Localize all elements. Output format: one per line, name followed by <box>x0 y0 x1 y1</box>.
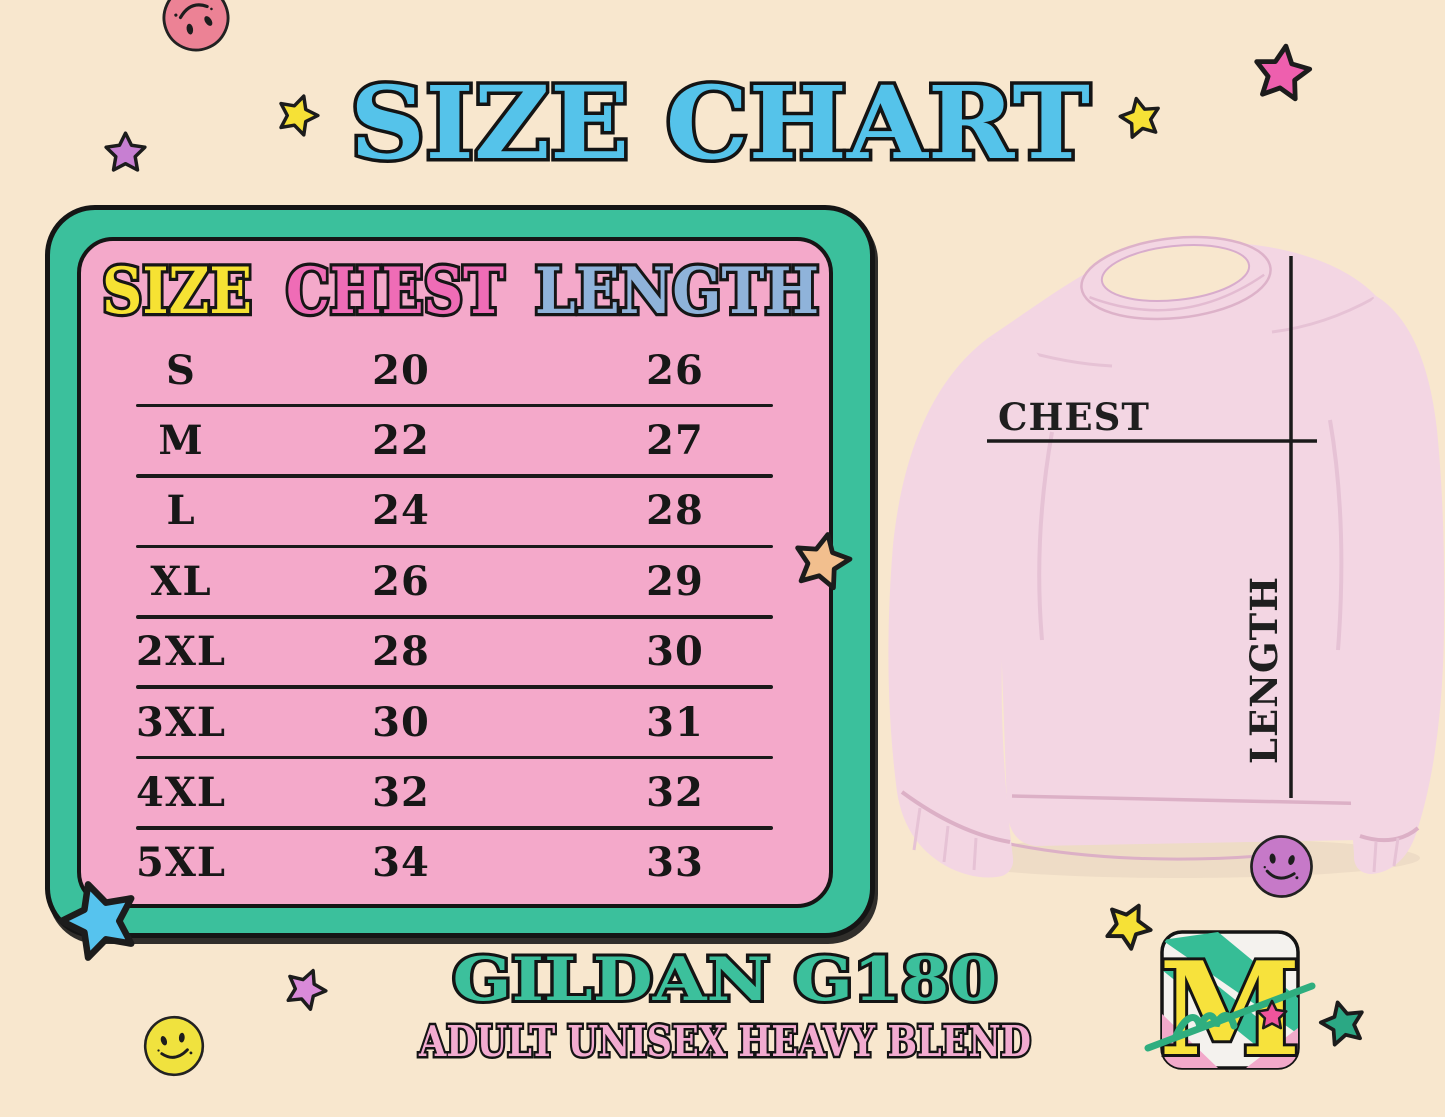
col-header-chest: CHEST <box>286 254 504 329</box>
table-row: S 20 26 <box>81 335 829 408</box>
size-cell: S <box>166 346 196 394</box>
length-cell: 32 <box>646 768 704 816</box>
table-row: 4XL 32 32 <box>81 757 829 831</box>
length-cell: 29 <box>646 557 704 605</box>
star-teal-icon <box>1307 988 1380 1061</box>
neck-ribbing <box>1080 235 1272 321</box>
table-row: 5XL 34 33 <box>81 828 829 898</box>
right-shoulder-seam <box>1271 296 1375 334</box>
chest-cell: 22 <box>372 417 430 465</box>
size-table-body: S 20 26 M 22 27 L 24 28 XL 26 29 2XL 28 … <box>81 335 829 898</box>
page-title: SIZE CHART <box>350 64 1090 182</box>
table-outer-frame: SIZE CHEST LENGTH S 20 26 M 22 27 L 24 2… <box>45 205 875 938</box>
size-cell: 5XL <box>136 839 226 887</box>
length-cell: 30 <box>646 628 704 676</box>
chest-measure-label: CHEST <box>998 395 1150 439</box>
hem-line <box>1011 794 1385 806</box>
length-cell: 27 <box>646 417 704 465</box>
star-peach-icon <box>777 517 867 607</box>
smiley-red-icon <box>145 0 248 69</box>
left-crease <box>1037 431 1054 641</box>
product-subtitle: ADULT UNISEX HEAVY BLEND <box>418 1017 1031 1066</box>
table-row: 3XL 30 31 <box>81 687 829 760</box>
col-header-size: SIZE <box>102 254 252 329</box>
star-orchid-icon <box>270 954 342 1026</box>
size-cell: 3XL <box>136 698 226 746</box>
right-crease <box>1328 419 1344 651</box>
length-measure-label: LENGTH <box>1242 576 1286 764</box>
smiley-purple-icon <box>1239 824 1324 909</box>
chest-cell: 34 <box>372 839 430 887</box>
sweatshirt-mockup: CHEST LENGTH <box>888 235 1445 878</box>
chest-cell: 32 <box>372 768 430 816</box>
size-cell: 2XL <box>136 628 226 676</box>
table-row: M 22 27 <box>81 405 829 479</box>
size-cell: M <box>158 417 204 465</box>
right-cuff-line <box>1359 826 1420 843</box>
footer-text-block: GILDAN G180 ADULT UNISEX HEAVY BLEND <box>416 942 1034 1069</box>
table-header-row: SIZE CHEST LENGTH <box>99 251 823 333</box>
size-cell: 4XL <box>136 768 226 816</box>
star-yellow-icon <box>1108 86 1173 151</box>
left-cuff-line <box>900 790 1011 844</box>
size-cell: XL <box>150 557 212 605</box>
star-purple-icon <box>98 126 153 181</box>
length-cell: 26 <box>646 346 704 394</box>
logo-scribble-m <box>1172 1012 1238 1040</box>
right-cuff-ribs <box>1372 837 1400 873</box>
chest-cell: 24 <box>372 487 430 535</box>
left-cuff-ribs <box>912 807 978 871</box>
hem-fold-line <box>1009 842 1261 861</box>
star-pink-icon <box>1239 31 1325 117</box>
product-name: GILDAN G180 <box>453 945 998 1015</box>
chest-cell: 26 <box>372 557 430 605</box>
sweatshirt-right-sleeve <box>1334 296 1445 874</box>
table-row: 2XL 28 30 <box>81 617 829 690</box>
table-row: L 24 28 <box>81 476 829 549</box>
chest-cell: 28 <box>372 628 430 676</box>
sweatshirt-left-sleeve <box>888 338 1051 878</box>
size-cell: L <box>166 487 196 535</box>
sweatshirt-body <box>988 241 1400 846</box>
col-header-length: LENGTH <box>535 254 819 329</box>
table-row: XL 26 29 <box>81 546 829 619</box>
logo-star-pink <box>1256 999 1288 1030</box>
chest-cell: 30 <box>372 698 430 746</box>
table-inner-panel: SIZE CHEST LENGTH S 20 26 M 22 27 L 24 2… <box>77 237 833 908</box>
length-cell: 31 <box>646 698 704 746</box>
page-title-wrap: SIZE CHART <box>347 61 1094 184</box>
brand-logo: M <box>1144 930 1316 1088</box>
length-cell: 28 <box>646 487 704 535</box>
chest-cell: 20 <box>372 346 430 394</box>
length-cell: 33 <box>646 839 704 887</box>
smiley-yellow-icon <box>134 1006 213 1085</box>
